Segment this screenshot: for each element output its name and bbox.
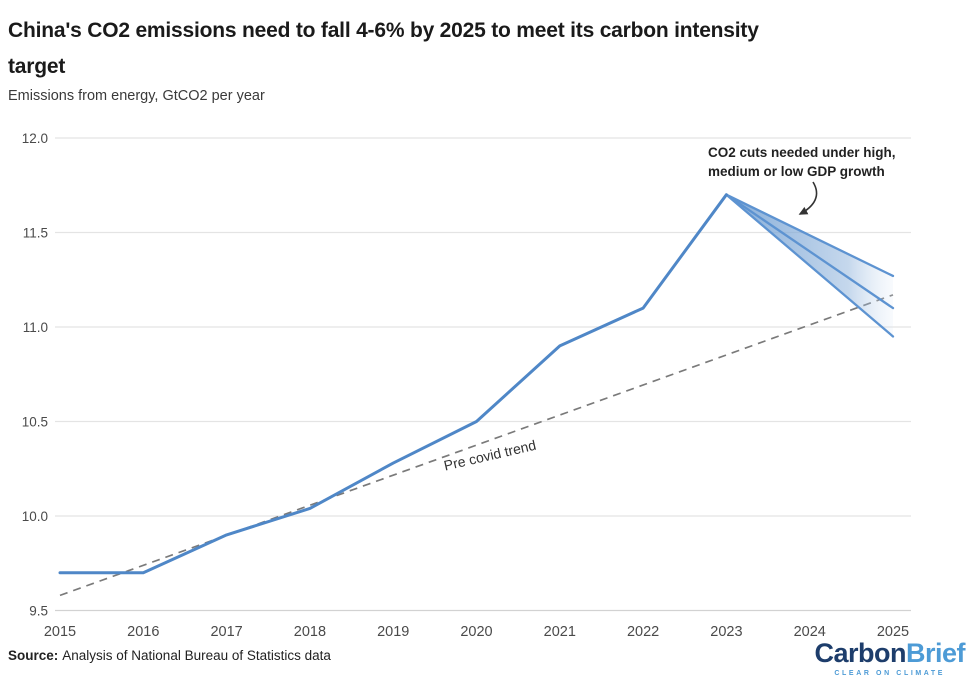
y-tick-label: 9.5 [29, 604, 48, 619]
annotation-text-line2: medium or low GDP growth [708, 164, 885, 179]
chart-subtitle: Emissions from energy, GtCO2 per year [8, 88, 265, 104]
x-tick-label: 2025 [877, 624, 909, 640]
y-tick-label: 12.0 [22, 131, 48, 146]
trend-label: Pre covid trend [442, 437, 537, 474]
x-tick-label: 2016 [127, 624, 159, 640]
x-tick-label: 2019 [377, 624, 409, 640]
y-tick-label: 11.0 [23, 320, 48, 335]
x-tick-label: 2018 [294, 624, 326, 640]
logo-brief: Brief [905, 638, 966, 668]
x-tick-label: 2017 [210, 624, 242, 640]
carbonbrief-wordmark: CarbonBrief [814, 640, 965, 667]
emissions-line-chart: 9.5 10.0 10.5 11.0 11.5 12.0 2015 2016 2017 2018 2… [22, 131, 911, 640]
source-text: Analysis of National Bureau of Statistic… [62, 648, 331, 663]
carbonbrief-logo: CarbonBrief CLEAR ON CLIMATE [814, 640, 965, 678]
emissions-line [58, 193, 728, 575]
logo-tagline: CLEAR ON CLIMATE [834, 670, 946, 677]
annotation-arrow [798, 181, 818, 215]
x-tick-label: 2024 [794, 624, 826, 640]
annotation-text-line1: CO2 cuts needed under high, [708, 145, 896, 160]
scenario-line-low [725, 193, 895, 338]
scenario-line-medium [725, 193, 895, 310]
scenario-line-high [725, 193, 895, 278]
x-tick-label: 2021 [544, 624, 576, 640]
x-tick-label: 2023 [710, 624, 742, 640]
logo-carbon: Carbon [814, 638, 906, 668]
source-label: Source: [8, 648, 59, 663]
x-tick-label: 2022 [627, 624, 659, 640]
chart-header: China's CO2 emissions need to fall 4-6% … [8, 13, 968, 104]
y-tick-label: 10.0 [22, 509, 48, 524]
x-tick-label: 2015 [44, 624, 76, 640]
y-tick-label: 11.5 [23, 226, 48, 241]
y-tick-label: 10.5 [22, 415, 48, 430]
source-note: Source: Analysis of National Bureau of St… [8, 648, 331, 663]
chart-title: China's CO2 emissions need to fall 4-6% … [8, 19, 759, 78]
x-tick-label: 2020 [460, 624, 492, 640]
trend-line [59, 294, 894, 597]
